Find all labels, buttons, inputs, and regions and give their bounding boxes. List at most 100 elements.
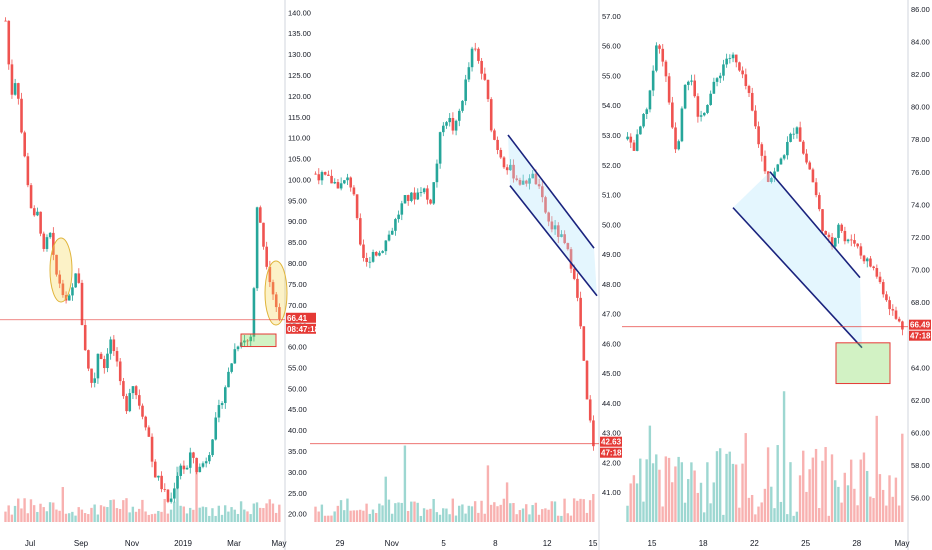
candle-body: [185, 467, 189, 470]
candle-body: [349, 177, 353, 188]
volume-bar: [71, 511, 74, 522]
candle-body: [99, 353, 103, 360]
candle-body: [572, 268, 576, 279]
volume-bar: [840, 502, 843, 522]
candle-body: [461, 100, 464, 111]
candle-body: [467, 67, 471, 80]
volume-bar: [7, 505, 10, 522]
volume-bar: [239, 501, 243, 522]
volume-bar: [505, 482, 509, 522]
candle-body: [849, 239, 853, 241]
volume-bar: [738, 507, 741, 522]
candle-body: [706, 104, 709, 113]
volume-bar: [480, 500, 483, 522]
price-tick-label: 100.00: [288, 175, 311, 184]
candle-body: [83, 325, 87, 351]
price-tick-label: 60.00: [288, 343, 307, 352]
candle-body: [208, 455, 211, 462]
volume-bar: [563, 498, 566, 522]
price-tick-label: 46.00: [602, 339, 621, 348]
volume-bar: [42, 507, 45, 522]
volume-bar: [176, 466, 179, 522]
candle-body: [179, 465, 182, 476]
volume-bar: [645, 459, 648, 522]
candle-body: [754, 110, 757, 127]
candle-body: [128, 393, 132, 412]
price-tick-label: 105.00: [288, 155, 311, 164]
price-tick-label: 52.00: [602, 161, 621, 170]
countdown-label: 47:18: [601, 449, 622, 458]
volume-bar: [384, 476, 387, 522]
candle-body: [448, 117, 452, 123]
price-tick-label: 49.00: [602, 250, 621, 259]
candle-body: [814, 182, 818, 196]
candle-body: [173, 488, 176, 499]
volume-bar: [96, 514, 100, 522]
candle-body: [365, 257, 368, 263]
volume-bar: [378, 503, 381, 522]
volume-bar: [208, 515, 211, 522]
volume-bar: [461, 504, 464, 522]
volume-bar: [106, 507, 109, 522]
volume-bar: [808, 469, 811, 522]
volume-bar: [655, 454, 658, 522]
candle-body: [352, 187, 356, 195]
volume-bar: [560, 515, 563, 522]
volume-bar: [859, 459, 862, 522]
volume-bar: [671, 482, 674, 522]
volume-bar: [741, 463, 744, 522]
candle-body: [486, 79, 490, 100]
candle-body: [802, 141, 805, 154]
volume-bar: [512, 502, 515, 522]
candle-body: [885, 294, 888, 301]
volume-bar: [483, 513, 486, 522]
candle-body: [789, 133, 792, 142]
volume-bar: [722, 514, 725, 522]
candle-body: [738, 62, 741, 71]
candle-body: [227, 371, 230, 388]
volume-bar: [537, 514, 541, 522]
candle-body: [502, 157, 506, 168]
countdown-label: 47:18: [910, 332, 931, 341]
price-tick-label: 90.00: [288, 217, 307, 226]
volume-bar: [706, 462, 709, 522]
volume-bar: [99, 505, 103, 522]
price-tick-label: 50.00: [602, 220, 621, 229]
price-tick-label: 62.00: [911, 396, 930, 405]
candle-body: [872, 266, 875, 269]
channel-fill: [733, 171, 862, 348]
time-tick-label: 15: [648, 539, 657, 548]
candle-body: [553, 225, 557, 230]
candle-body: [547, 212, 550, 222]
volume-bar: [131, 506, 135, 522]
price-tick-label: 50.00: [288, 384, 307, 393]
time-tick-label: Mar: [227, 539, 241, 548]
volume-bar: [233, 509, 236, 522]
candle-body: [515, 178, 519, 180]
volume-bar: [585, 512, 589, 522]
volume-bar: [776, 445, 779, 522]
candle-body: [696, 96, 700, 117]
candle-body: [368, 261, 372, 263]
candle-body: [265, 246, 268, 267]
price-tick-label: 140.00: [288, 8, 311, 17]
candle-body: [268, 266, 272, 283]
candle-body: [58, 274, 62, 284]
highlight-ellipse: [49, 237, 73, 303]
volume-bar: [323, 515, 327, 522]
current-price-label: 66.49: [910, 321, 931, 330]
candle-body: [674, 127, 677, 150]
volume-bar: [448, 514, 451, 522]
candle-body: [397, 214, 400, 220]
volume-bar: [865, 470, 869, 522]
candle-body: [531, 173, 535, 179]
candle-body: [55, 254, 58, 275]
volume-bar: [262, 508, 265, 522]
volume-bar: [259, 507, 262, 522]
volume-bar: [61, 487, 64, 522]
candle-body: [160, 475, 163, 490]
volume-bar: [757, 506, 760, 522]
candle-body: [52, 232, 55, 255]
candle-body: [157, 475, 160, 478]
candle-body: [255, 207, 259, 289]
